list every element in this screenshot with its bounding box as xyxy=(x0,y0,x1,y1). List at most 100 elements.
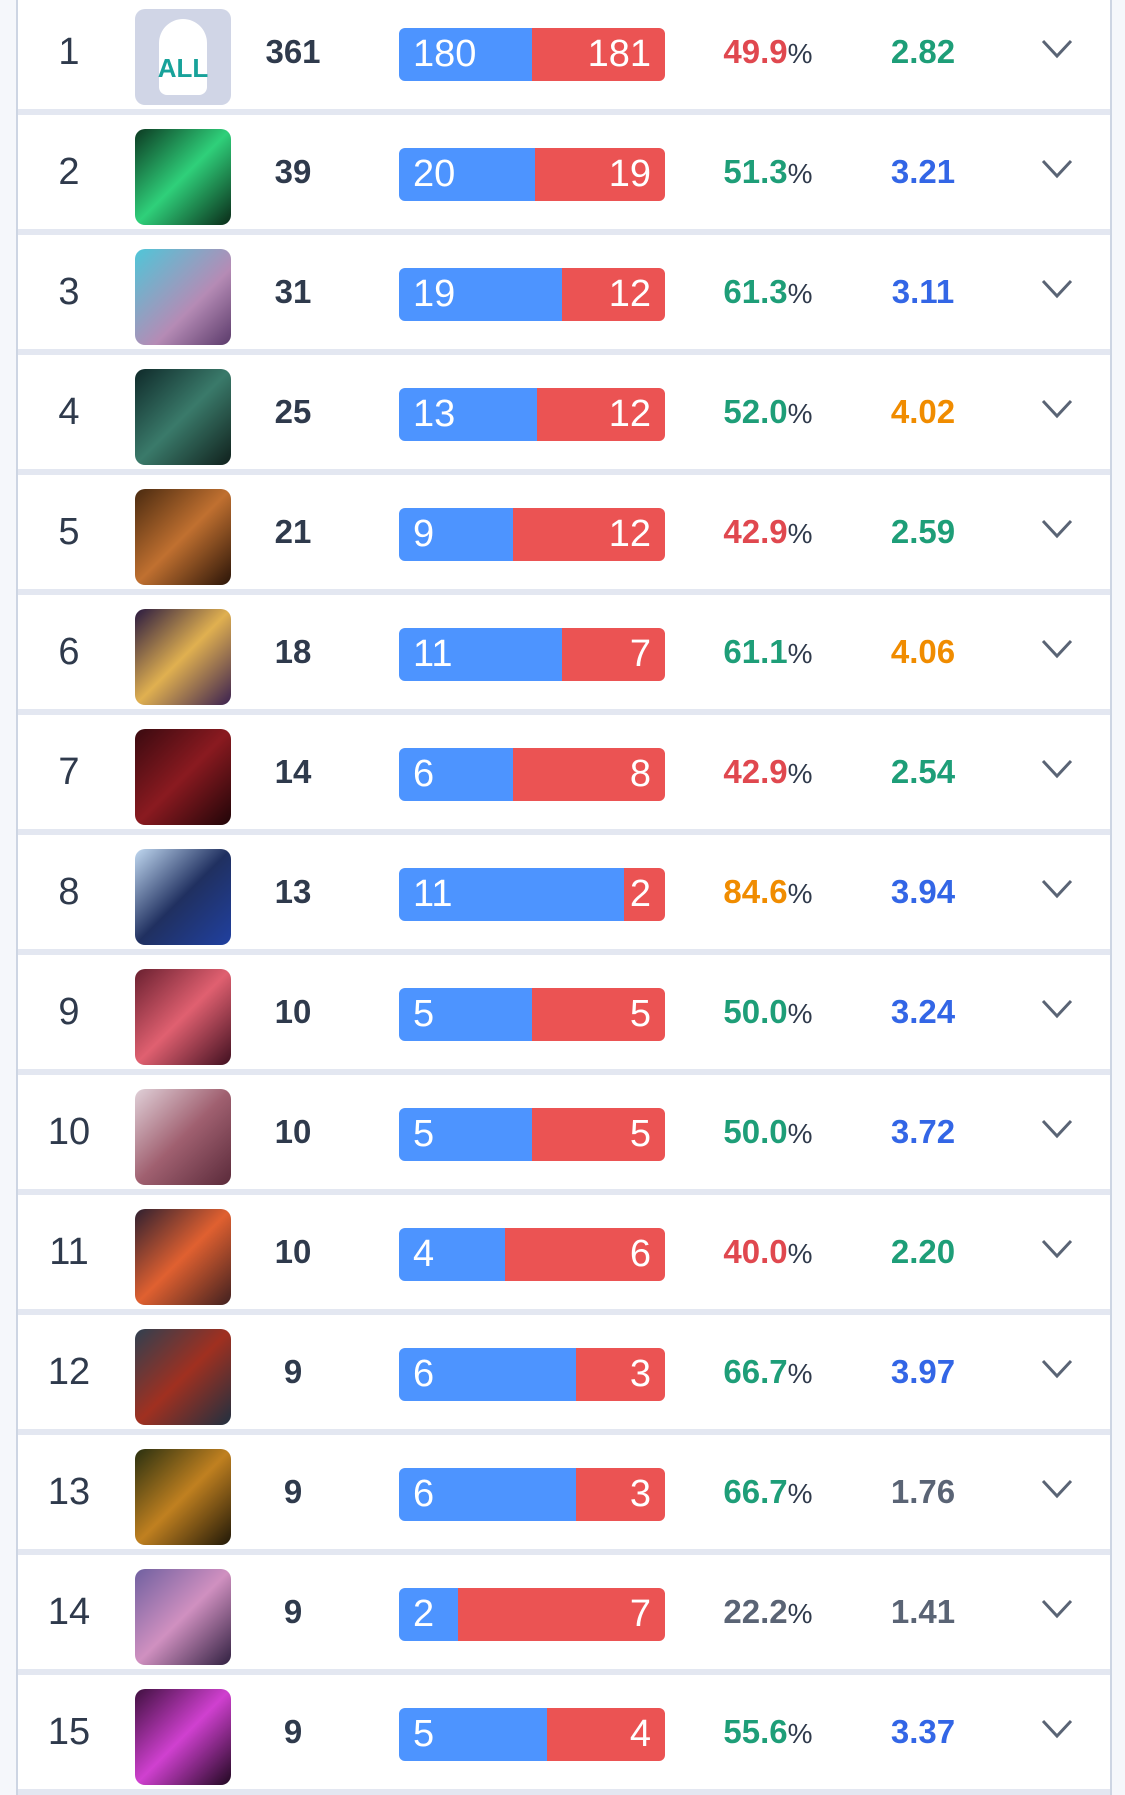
win-rate-value: 40.0 xyxy=(723,1233,788,1270)
champion-icon xyxy=(135,1209,231,1305)
all-champions-icon: ALL xyxy=(135,9,231,105)
chevron-down-icon[interactable] xyxy=(1040,157,1074,181)
win-rate-value: 50.0 xyxy=(723,1113,788,1150)
win-loss-bar: 9 12 xyxy=(399,508,665,561)
games-count: 9 xyxy=(283,1353,303,1390)
chevron-down-icon[interactable] xyxy=(1040,277,1074,301)
percent-sign: % xyxy=(787,398,813,429)
win-rate: 50.0% xyxy=(698,955,838,1069)
chevron-down-icon[interactable] xyxy=(1040,1237,1074,1261)
win-rate: 61.3% xyxy=(698,235,838,349)
losses: 7 xyxy=(561,628,665,681)
chevron-down-icon[interactable] xyxy=(1040,997,1074,1021)
losses: 5 xyxy=(532,1108,665,1161)
win-rate: 66.7% xyxy=(698,1315,838,1429)
kda: 3.11 xyxy=(891,273,955,310)
losses: 7 xyxy=(458,1588,665,1641)
win-loss-bar: 6 3 xyxy=(399,1468,665,1521)
rank: 1 xyxy=(58,31,80,73)
table-row[interactable]: 6 18 11 7 61.1% 4.06 xyxy=(18,595,1110,709)
win-rate: 40.0% xyxy=(698,1195,838,1309)
win-loss-bar: 5 4 xyxy=(399,1708,665,1761)
table-row[interactable]: 15 9 5 4 55.6% 3.37 xyxy=(18,1675,1110,1789)
games-count: 31 xyxy=(274,273,312,310)
losses: 8 xyxy=(513,748,665,801)
losses: 4 xyxy=(546,1708,665,1761)
chevron-down-icon[interactable] xyxy=(1040,1357,1074,1381)
chevron-down-icon[interactable] xyxy=(1040,637,1074,661)
champion-icon xyxy=(135,849,231,945)
champion-thresh-icon xyxy=(135,129,231,225)
champion-stats-table: 1 ALL 361 180 181 49.9% 2.82 2 39 20 19 … xyxy=(16,0,1112,1795)
kda: 1.76 xyxy=(890,1473,956,1510)
games-count: 10 xyxy=(274,1113,312,1150)
win-rate-value: 51.3 xyxy=(723,153,788,190)
losses: 5 xyxy=(532,988,665,1041)
wins: 5 xyxy=(399,1708,547,1761)
table-row[interactable]: 3 31 19 12 61.3% 3.11 xyxy=(18,235,1110,349)
games-count: 13 xyxy=(274,873,312,910)
chevron-down-icon[interactable] xyxy=(1040,1117,1074,1141)
all-label: ALL xyxy=(157,53,209,83)
win-loss-bar: 2 7 xyxy=(399,1588,665,1641)
wins: 5 xyxy=(399,988,532,1041)
percent-sign: % xyxy=(787,158,813,189)
table-row[interactable]: 9 10 5 5 50.0% 3.24 xyxy=(18,955,1110,1069)
win-rate-value: 50.0 xyxy=(723,993,788,1030)
table-row[interactable]: 14 9 2 7 22.2% 1.41 xyxy=(18,1555,1110,1669)
table-row[interactable]: 11 10 4 6 40.0% 2.20 xyxy=(18,1195,1110,1309)
table-row[interactable]: 2 39 20 19 51.3% 3.21 xyxy=(18,115,1110,229)
chevron-down-icon[interactable] xyxy=(1040,1717,1074,1741)
champion-icon xyxy=(135,969,231,1065)
chevron-down-icon[interactable] xyxy=(1040,1477,1074,1501)
win-rate: 61.1% xyxy=(698,595,838,709)
rank: 3 xyxy=(58,271,80,313)
rank: 12 xyxy=(47,1351,91,1393)
games-count: 9 xyxy=(283,1713,303,1750)
losses: 12 xyxy=(537,388,665,441)
champion-icon xyxy=(135,609,231,705)
win-loss-bar: 5 5 xyxy=(399,988,665,1041)
win-rate: 51.3% xyxy=(698,115,838,229)
losses: 12 xyxy=(562,268,665,321)
win-rate: 84.6% xyxy=(698,835,838,949)
losses: 12 xyxy=(513,508,665,561)
wins: 11 xyxy=(399,628,562,681)
percent-sign: % xyxy=(787,1718,813,1749)
games-count: 25 xyxy=(274,393,312,430)
kda: 4.02 xyxy=(890,393,956,430)
table-row[interactable]: 4 25 13 12 52.0% 4.02 xyxy=(18,355,1110,469)
win-rate-value: 55.6 xyxy=(723,1713,788,1750)
win-loss-bar: 11 2 xyxy=(399,868,665,921)
chevron-down-icon[interactable] xyxy=(1040,757,1074,781)
win-rate-value: 52.0 xyxy=(723,393,788,430)
rank: 6 xyxy=(58,631,80,673)
chevron-down-icon[interactable] xyxy=(1040,397,1074,421)
win-rate-value: 22.2 xyxy=(723,1593,788,1630)
kda: 2.82 xyxy=(890,33,956,70)
table-row[interactable]: 12 9 6 3 66.7% 3.97 xyxy=(18,1315,1110,1429)
wins: 13 xyxy=(399,388,538,441)
games-count: 9 xyxy=(283,1593,303,1630)
wins: 11 xyxy=(399,868,625,921)
chevron-down-icon[interactable] xyxy=(1040,1597,1074,1621)
table-row[interactable]: 7 14 6 8 42.9% 2.54 xyxy=(18,715,1110,829)
chevron-down-icon[interactable] xyxy=(1040,37,1074,61)
chevron-down-icon[interactable] xyxy=(1040,517,1074,541)
wins: 6 xyxy=(399,1468,577,1521)
table-row[interactable]: 13 9 6 3 66.7% 1.76 xyxy=(18,1435,1110,1549)
percent-sign: % xyxy=(787,1598,813,1629)
table-row[interactable]: 1 ALL 361 180 181 49.9% 2.82 xyxy=(18,0,1110,109)
percent-sign: % xyxy=(787,1118,813,1149)
games-count: 14 xyxy=(274,753,312,790)
losses: 3 xyxy=(576,1468,665,1521)
table-row[interactable]: 5 21 9 12 42.9% 2.59 xyxy=(18,475,1110,589)
table-row[interactable]: 8 13 11 2 84.6% 3.94 xyxy=(18,835,1110,949)
kda: 3.24 xyxy=(890,993,956,1030)
win-loss-bar: 180 181 xyxy=(399,28,665,81)
champion-icon xyxy=(135,489,231,585)
games-count: 9 xyxy=(283,1473,303,1510)
percent-sign: % xyxy=(787,278,813,309)
table-row[interactable]: 10 10 5 5 50.0% 3.72 xyxy=(18,1075,1110,1189)
chevron-down-icon[interactable] xyxy=(1040,877,1074,901)
